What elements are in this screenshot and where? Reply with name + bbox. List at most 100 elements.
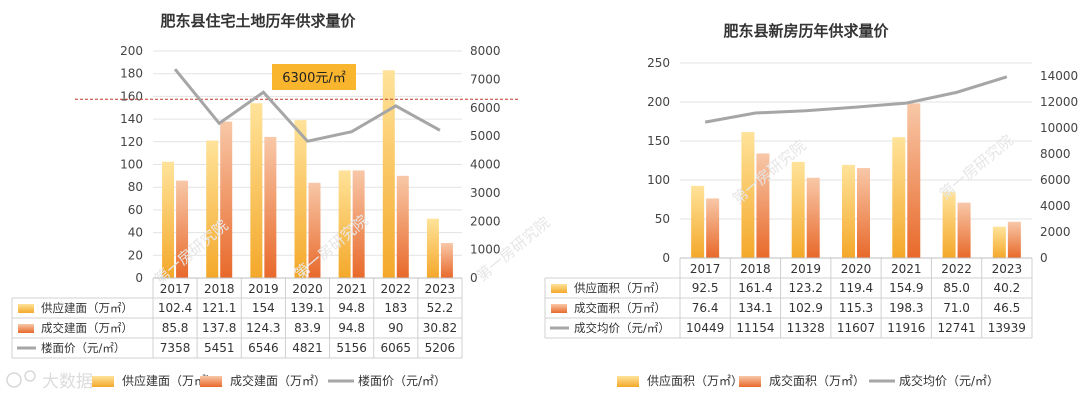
table-legend-swatch: [18, 324, 34, 333]
bar-deal: [958, 203, 971, 258]
series-line-avg-price: [705, 77, 1007, 122]
table-cell: 7358: [160, 341, 191, 355]
table-cell: 139.1: [290, 301, 324, 315]
right-axis-tick: 5000: [470, 129, 501, 143]
bar-deal: [264, 137, 276, 278]
left-axis-tick: 160: [120, 89, 143, 103]
bar-supply: [842, 165, 855, 258]
table-cell: 90: [388, 321, 403, 335]
right-axis-tick: 6000: [1040, 173, 1071, 187]
x-axis-tick: 2017: [690, 262, 721, 276]
reference-label: 6300元/㎡: [282, 71, 345, 86]
legend-label: 供应面积（万㎡）: [647, 373, 743, 388]
left-axis-tick: 80: [128, 180, 143, 194]
bar-supply: [295, 120, 307, 278]
brand-logo: 大数据: [7, 371, 93, 392]
legend-swatch: [739, 376, 761, 387]
table-cell: 11916: [887, 321, 925, 335]
table-cell: 46.5: [993, 301, 1020, 315]
table-cell: 121.1: [202, 301, 236, 315]
x-axis-tick: 2020: [292, 282, 323, 296]
table-cell: 11607: [837, 321, 875, 335]
brand-text: 大数据: [42, 372, 93, 392]
bar-supply: [792, 162, 805, 258]
right-axis-tick: 4000: [1040, 199, 1071, 213]
chart-newhome-title: 肥东县新房历年供求量价: [723, 22, 889, 40]
left-axis-tick: 50: [655, 212, 670, 226]
table-cell: 52.2: [427, 301, 454, 315]
table-cell: 102.4: [158, 301, 192, 315]
bar-deal: [1008, 222, 1021, 258]
bar-supply: [250, 103, 262, 278]
bar-supply: [206, 141, 218, 278]
legend-label: 楼面价（元/㎡）: [358, 373, 446, 388]
table-cell: 13939: [988, 321, 1026, 335]
right-axis-tick: 7000: [470, 72, 501, 86]
right-axis-tick: 8000: [1040, 147, 1071, 161]
x-axis-tick: 2019: [790, 262, 821, 276]
table-cell: 5156: [336, 341, 367, 355]
table-cell: 5206: [425, 341, 456, 355]
table-cell: 6546: [248, 341, 279, 355]
reference-callout: 6300元/㎡: [272, 64, 356, 90]
table-cell: 83.9: [294, 321, 321, 335]
table-cell: 92.5: [692, 281, 719, 295]
left-axis-tick: 100: [120, 158, 143, 172]
x-axis-tick: 2017: [160, 282, 191, 296]
bar-supply: [993, 227, 1006, 258]
bar-deal: [441, 243, 453, 278]
table-row-label: 成交面积（万㎡）: [574, 301, 666, 315]
legend-swatch: [92, 376, 114, 387]
table-cell: 40.2: [993, 281, 1020, 295]
bar-supply: [691, 186, 704, 258]
chart-land-legend: 供应建面（万㎡）成交建面（万㎡）楼面价（元/㎡）: [92, 373, 446, 388]
left-axis-tick: 20: [128, 248, 143, 262]
table-cell: 71.0: [943, 301, 970, 315]
left-axis-tick: 120: [120, 135, 143, 149]
bar-supply: [427, 219, 439, 278]
table-cell: 137.8: [202, 321, 236, 335]
right-axis-tick: 6000: [470, 101, 501, 115]
table-cell: 198.3: [889, 301, 923, 315]
table-row-label: 供应建面（万㎡）: [41, 301, 133, 315]
chart-land-title: 肥东县住宅土地历年供求量价: [160, 12, 356, 30]
table-cell: 94.8: [338, 321, 365, 335]
table-cell: 134.1: [738, 301, 772, 315]
table-cell: 85.8: [162, 321, 189, 335]
x-axis-tick: 2021: [336, 282, 367, 296]
chart-newhome-legend: 供应面积（万㎡）成交面积（万㎡）成交均价（元/㎡）: [617, 373, 999, 388]
x-axis-tick: 2022: [941, 262, 972, 276]
legend-swatch: [617, 376, 639, 387]
table-cell: 6065: [381, 341, 412, 355]
table-cell: 85.0: [943, 281, 970, 295]
table-row-label: 楼面价（元/㎡）: [41, 341, 125, 355]
x-axis-tick: 2021: [891, 262, 922, 276]
x-axis-tick: 2023: [425, 282, 456, 296]
table-cell: 4821: [292, 341, 323, 355]
table-cell: 30.82: [423, 321, 457, 335]
left-axis-tick: 100: [647, 173, 670, 187]
table-legend-swatch: [18, 304, 34, 313]
legend-label: 成交面积（万㎡）: [769, 373, 865, 388]
left-axis-tick: 0: [662, 251, 670, 265]
table-cell: 102.9: [789, 301, 823, 315]
x-axis-tick: 2018: [204, 282, 235, 296]
table-row-label: 供应面积（万㎡）: [574, 281, 666, 295]
bar-deal: [857, 168, 870, 258]
right-axis-tick: 10000: [1040, 121, 1078, 135]
table-cell: 12741: [937, 321, 975, 335]
watermark: 第一房研究院: [936, 131, 1017, 203]
table-legend-swatch: [551, 284, 567, 293]
left-axis-tick: 60: [128, 203, 143, 217]
right-axis-tick: 4000: [470, 158, 501, 172]
right-axis-tick: 2000: [1040, 225, 1071, 239]
left-axis-tick: 200: [647, 95, 670, 109]
right-axis-tick: 3000: [470, 186, 501, 200]
table-cell: 10449: [686, 321, 724, 335]
